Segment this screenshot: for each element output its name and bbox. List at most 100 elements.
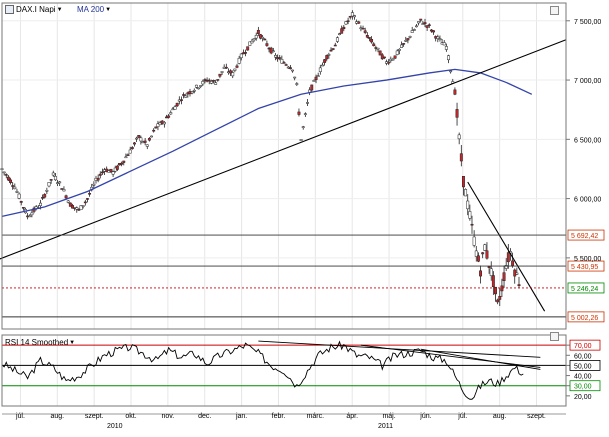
candle-body (150, 135, 153, 138)
candle-body (301, 126, 305, 128)
candle-body (457, 134, 461, 140)
rsi-maximize-button[interactable] (550, 332, 559, 341)
candle-body (449, 70, 453, 73)
candle-body (173, 106, 177, 110)
candle-body (483, 244, 487, 251)
candle-body (130, 147, 134, 150)
year-tick-label: 2010 (107, 423, 123, 430)
candle-body (412, 29, 416, 31)
candle-body (506, 252, 510, 263)
candle-body (265, 43, 269, 46)
candle-body (9, 179, 12, 183)
candle-body (472, 236, 476, 246)
month-tick-label: okt. (125, 413, 136, 420)
rsi-tick-label: 20,00 (574, 394, 592, 401)
candle-body (17, 193, 21, 199)
candle-body (404, 40, 408, 42)
candle-body (11, 185, 15, 187)
candle-body (466, 200, 470, 210)
candle-body (468, 211, 472, 219)
candle-body (312, 80, 316, 82)
candle-body (143, 140, 147, 143)
candle-body (175, 102, 179, 107)
price-level-label: 5 002,26 (571, 315, 598, 322)
rsi-trendline (258, 340, 541, 358)
indicator-selector[interactable]: MA 200 ▼ (77, 3, 111, 16)
candle-body (479, 270, 482, 277)
candle-body (491, 275, 495, 287)
candle-body (295, 83, 299, 85)
candle-body (376, 47, 380, 50)
rsi-tick-label: 50,00 (574, 363, 592, 370)
candle-body (350, 12, 354, 17)
candle-body (344, 21, 348, 25)
price-level-badge (567, 311, 605, 323)
candle-body (43, 194, 47, 198)
candle-body (459, 153, 463, 162)
candle-body (71, 205, 74, 209)
candle-body (391, 58, 395, 61)
candle-body (81, 205, 85, 207)
rsi-tick-label: 70,00 (574, 343, 592, 350)
candle-body (237, 57, 241, 64)
rsi-tick-label: 60,00 (574, 353, 592, 360)
candle-body (382, 56, 386, 59)
candle-body (197, 87, 200, 90)
candle-body (139, 137, 143, 142)
candle-body (323, 59, 327, 63)
candle-body (231, 72, 235, 77)
candle-body (291, 69, 294, 72)
candle-body (214, 82, 218, 85)
symbol-selector[interactable]: DAX.I Napi ▼ (5, 3, 63, 16)
candle-body (28, 215, 32, 218)
candle-body (115, 165, 119, 170)
candle-body (489, 268, 493, 276)
candle-body (252, 38, 256, 41)
candle-body (378, 50, 382, 56)
price-level-label: 5 430,95 (571, 264, 598, 271)
price-tick-label: 6 500,00 (574, 137, 601, 144)
candle-body (402, 43, 406, 45)
candle-body (372, 43, 376, 47)
rsi-trendline (360, 344, 541, 368)
month-tick-label: ápr. (346, 413, 358, 420)
symbol-label: DAX.I Napi (16, 5, 56, 14)
rsi-indicator-selector[interactable]: RSI 14 Smoothed ▼ (5, 336, 75, 349)
candle-body (68, 202, 72, 207)
candle-body (455, 109, 459, 118)
chevron-down-icon[interactable]: ▼ (105, 6, 112, 13)
candle-body (182, 94, 186, 96)
candle-body (464, 189, 468, 197)
candle-body (444, 46, 448, 50)
chevron-down-icon[interactable]: ▼ (56, 6, 63, 13)
candle-body (190, 91, 194, 94)
candle-body (335, 37, 339, 42)
maximize-button[interactable] (550, 6, 559, 15)
month-tick-label: júl. (15, 413, 25, 420)
rsi-level-badge (569, 339, 601, 351)
candle-body (250, 40, 254, 44)
candle-body (246, 46, 250, 51)
month-tick-label: febr. (272, 413, 286, 420)
axis-labels: júl. aug. szept. okt. nov. dec. jan. febr. márc.… (15, 19, 601, 430)
candle-body (423, 22, 427, 25)
month-tick-label: szept. (527, 413, 546, 420)
candle-body (128, 149, 132, 154)
candle-body (233, 68, 237, 71)
candle-body (137, 135, 141, 138)
rsi-panel-frame (1, 334, 567, 407)
chevron-down-icon[interactable]: ▼ (69, 339, 76, 346)
chart-type-icon[interactable] (5, 5, 14, 14)
candle-body (184, 95, 188, 98)
candle-body (19, 201, 23, 203)
candle-body (244, 52, 247, 54)
candle-body (476, 255, 480, 262)
candle-body (45, 190, 49, 192)
candle-body (310, 84, 314, 91)
candle-body (515, 272, 519, 275)
candle-body (75, 207, 79, 210)
candle-body (288, 67, 292, 70)
candle-body (199, 85, 203, 87)
candle-body (316, 75, 320, 77)
